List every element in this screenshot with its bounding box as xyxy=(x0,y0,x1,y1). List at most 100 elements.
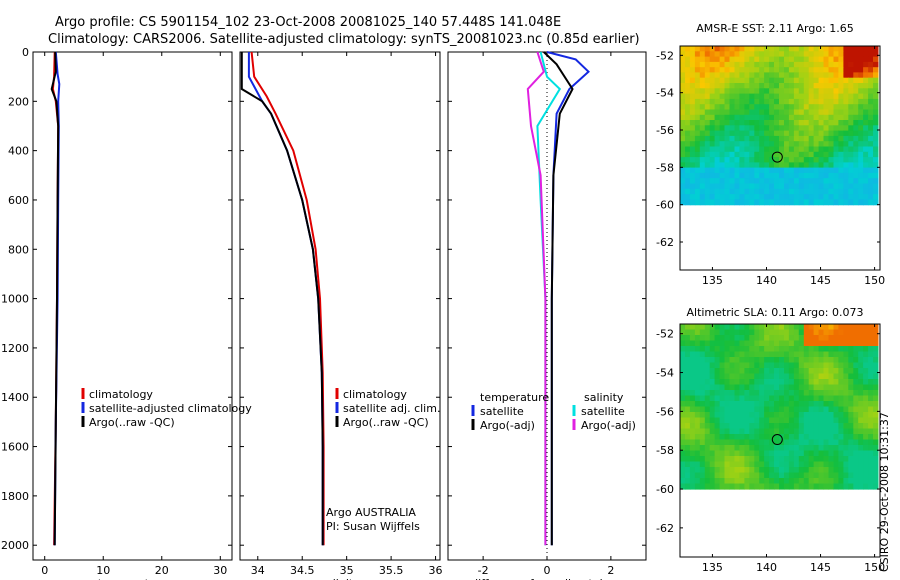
heatmap-cell xyxy=(699,390,706,397)
heatmap-cell xyxy=(729,461,735,468)
heatmap-cell xyxy=(749,162,755,169)
heatmap-cell xyxy=(699,72,706,79)
heatmap-cell xyxy=(858,417,864,424)
heatmap-cell xyxy=(719,56,726,63)
heatmap-cell xyxy=(833,357,839,364)
heatmap-cell xyxy=(858,172,864,179)
heatmap-cell xyxy=(813,104,820,111)
heatmap-cell xyxy=(784,417,790,424)
heatmap-cell xyxy=(863,67,869,74)
heatmap-cell xyxy=(689,125,696,132)
heatmap-cell xyxy=(848,93,854,100)
heatmap-cell xyxy=(813,384,820,391)
heatmap-cell xyxy=(808,439,815,446)
heatmap-cell xyxy=(754,417,760,424)
heatmap-cell xyxy=(759,178,765,185)
heatmap-cell xyxy=(749,417,755,424)
heatmap-cell xyxy=(759,335,765,342)
heatmap-cell xyxy=(808,162,815,169)
heatmap-cell xyxy=(734,183,740,190)
heatmap-cell xyxy=(724,439,730,446)
heatmap-cell xyxy=(754,157,760,163)
heatmap-cell xyxy=(798,151,805,158)
heatmap-cell xyxy=(734,135,740,142)
heatmap-cell xyxy=(798,450,805,457)
heatmap-cell xyxy=(873,335,879,342)
heatmap-cell xyxy=(779,428,785,435)
heatmap-cell xyxy=(704,406,711,413)
heatmap-cell xyxy=(868,157,874,163)
heatmap-cell xyxy=(823,335,829,342)
heatmap-cell xyxy=(823,329,829,336)
heatmap-cell xyxy=(823,456,829,463)
heatmap-cell xyxy=(689,472,696,479)
heatmap-cell xyxy=(853,362,859,369)
heatmap-cell xyxy=(848,120,854,126)
heatmap-cell xyxy=(719,335,726,342)
heatmap-cell xyxy=(798,51,805,58)
heatmap-cell xyxy=(759,357,765,364)
heatmap-cell xyxy=(699,428,706,435)
heatmap-cell xyxy=(818,194,825,200)
heatmap-cell xyxy=(714,199,721,206)
heatmap-cell xyxy=(764,141,770,148)
heatmap-cell xyxy=(704,130,711,137)
heatmap-cell xyxy=(793,146,800,153)
heatmap-cell xyxy=(784,368,790,375)
heatmap-cell xyxy=(808,351,815,358)
heatmap-cell xyxy=(754,329,760,336)
heatmap-cell xyxy=(759,88,765,95)
heatmap-cell xyxy=(798,412,805,419)
heatmap-cell xyxy=(680,467,686,474)
heatmap-cell xyxy=(808,183,815,190)
heatmap-cell xyxy=(803,373,810,380)
heatmap-cell xyxy=(709,384,716,391)
heatmap-cell xyxy=(719,472,726,479)
heatmap-cell xyxy=(833,67,839,74)
heatmap-cell xyxy=(784,412,790,419)
heatmap-cell xyxy=(793,450,800,457)
heatmap-cell xyxy=(729,125,735,132)
heatmap-cell xyxy=(843,151,849,158)
y-tick-label: 0 xyxy=(22,46,29,59)
heatmap-cell xyxy=(680,93,686,100)
heatmap-cell xyxy=(774,135,780,142)
heatmap-cell xyxy=(808,340,815,347)
heatmap-cell xyxy=(739,434,745,441)
heatmap-cell xyxy=(828,104,834,111)
heatmap-cell xyxy=(680,384,686,391)
heatmap-cell xyxy=(685,478,691,485)
heatmap-cell xyxy=(739,384,745,391)
heatmap-cell xyxy=(719,61,726,68)
heatmap-cell xyxy=(853,357,859,364)
heatmap-cell xyxy=(759,141,765,148)
heatmap-cell xyxy=(798,351,805,358)
heatmap-cell xyxy=(863,423,869,430)
heatmap-cell xyxy=(724,120,730,126)
heatmap-cell xyxy=(724,130,730,137)
heatmap-cell xyxy=(709,120,716,126)
heatmap-cell xyxy=(813,183,820,190)
heatmap-cell xyxy=(838,456,844,463)
heatmap-cell xyxy=(769,194,775,200)
heatmap-cell xyxy=(729,362,735,369)
heatmap-cell xyxy=(793,125,800,132)
heatmap-cell xyxy=(828,428,834,435)
heatmap-cell xyxy=(823,183,829,190)
heatmap-cell xyxy=(739,141,745,148)
legend-label: satellite xyxy=(480,405,524,418)
heatmap-cell xyxy=(798,346,805,353)
heatmap-cell xyxy=(689,450,696,457)
heatmap-cell xyxy=(769,428,775,435)
heatmap-cell xyxy=(699,83,706,89)
heatmap-cell xyxy=(858,351,864,358)
heatmap-cell xyxy=(833,346,839,353)
heatmap-cell xyxy=(868,67,874,74)
heatmap-cell xyxy=(798,146,805,153)
heatmap-cell xyxy=(729,390,735,397)
heatmap-cell xyxy=(838,368,844,375)
heatmap-cell xyxy=(769,450,775,457)
heatmap-cell xyxy=(774,56,780,63)
heatmap-cell xyxy=(744,199,750,206)
